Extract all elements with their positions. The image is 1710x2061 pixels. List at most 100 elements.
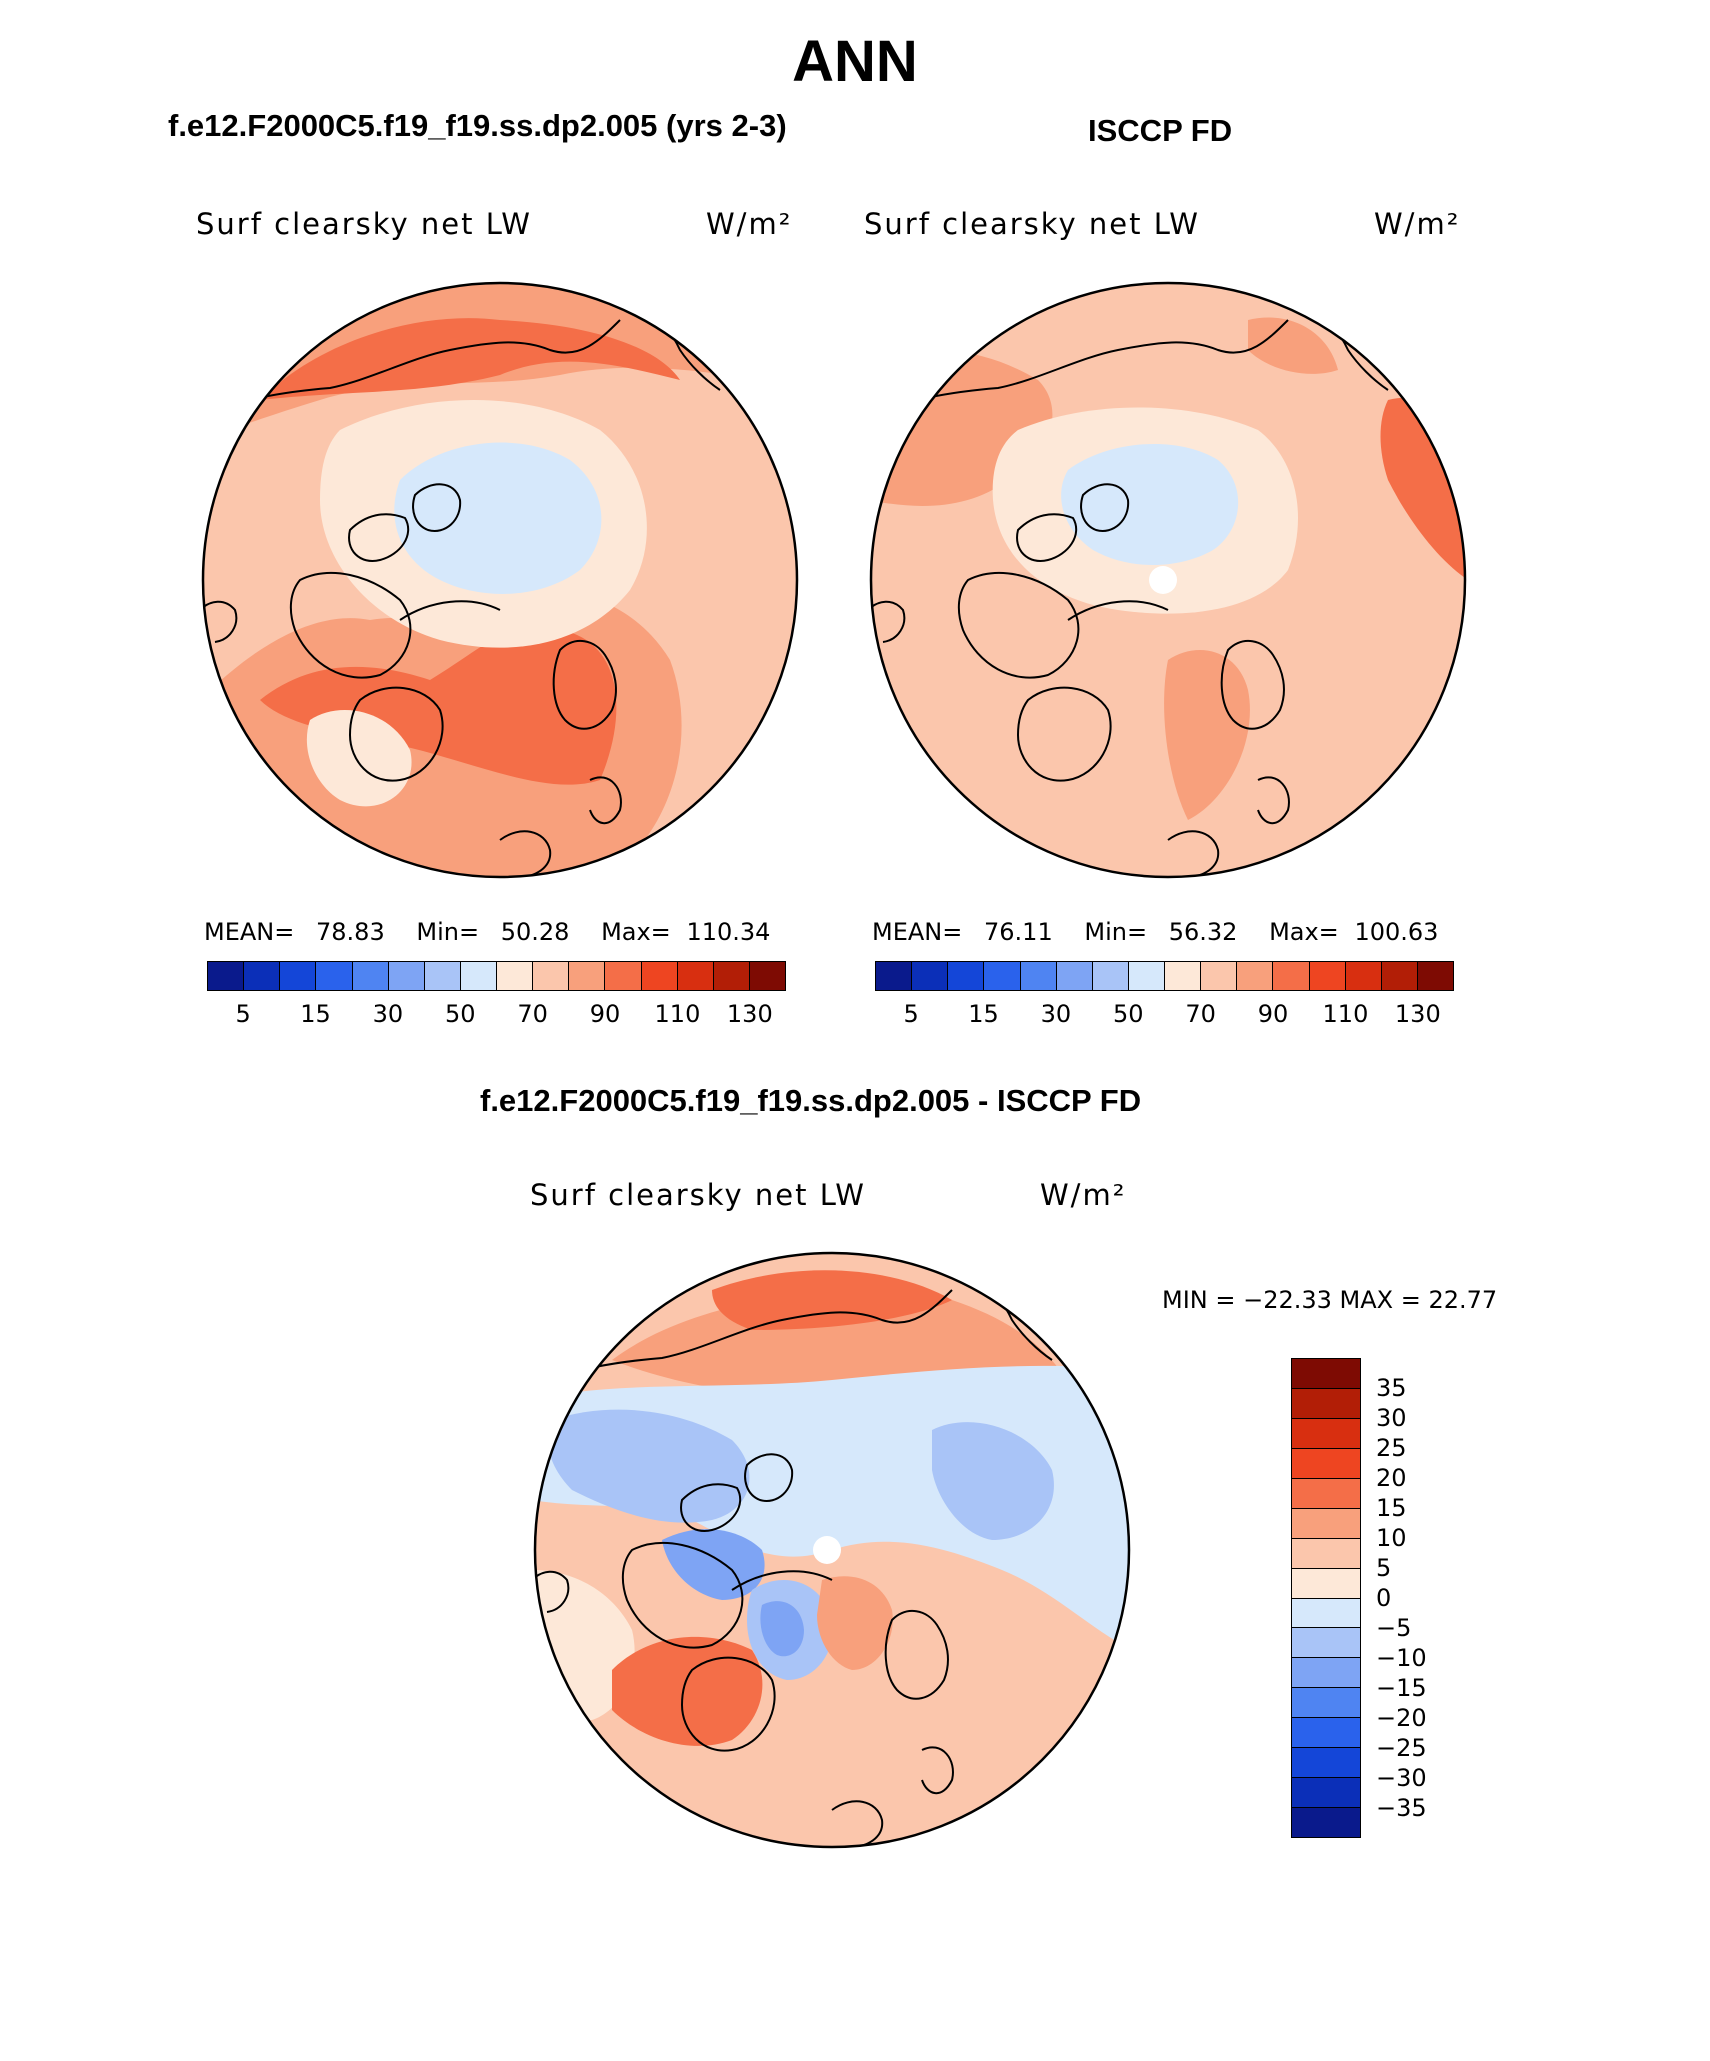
panel-2-max-value: 100.63 [1354, 918, 1439, 946]
panel-1-colorbar-cell [749, 962, 785, 990]
panel-1-colorbar-cell [605, 962, 642, 990]
diff-colorbar-cell [1292, 1538, 1360, 1569]
diff-colorbar-tick-label: 20 [1376, 1464, 1407, 1492]
panel-1-colorbar-cell [208, 962, 245, 990]
panel-1-colorbar-cell [280, 962, 317, 990]
panel-1-title: f.e12.F2000C5.f19_f19.ss.dp2.005 (yrs 2-… [168, 108, 787, 143]
diff-colorbar-tick-label: 30 [1376, 1404, 1407, 1432]
panel-1-colorbar-cell [569, 962, 606, 990]
diff-colorbar-cell [1292, 1688, 1360, 1719]
panel-1-colorbar-cell [316, 962, 353, 990]
panel-1-colorbar-cell [497, 962, 534, 990]
panel-2-colorbar-cell [1381, 962, 1418, 990]
panel-2-colorbar-cell [1020, 962, 1057, 990]
panel-2-colorbar-tick-label: 50 [1113, 1000, 1144, 1028]
diff-variable-label: Surf clearsky net LW [530, 1178, 866, 1212]
diff-colorbar-cell [1292, 1748, 1360, 1779]
panel-1-colorbar-tick-label: 110 [654, 1000, 701, 1028]
panel-1-mean-label: MEAN= [204, 918, 295, 946]
diff-colorbar-cell [1292, 1568, 1360, 1599]
panel-1-variable-label: Surf clearsky net LW [196, 207, 532, 241]
panel-2-colorbar-cell [948, 962, 985, 990]
panel-1-colorbar-tick-label: 130 [726, 1000, 773, 1028]
panel-1-stats: MEAN= 78.83 Min= 50.28 Max= 110.34 [204, 918, 770, 946]
panel-1-colorbar [207, 961, 786, 991]
diff-units-label: W/m² [1040, 1178, 1127, 1212]
panel-2-colorbar-tick-label: 70 [1185, 1000, 1216, 1028]
panel-1-max-label: Max= [601, 918, 671, 946]
panel-1-colorbar-cell [713, 962, 750, 990]
panel-1-colorbar-cell [244, 962, 281, 990]
panel-2-colorbar-cell [984, 962, 1021, 990]
panel-1-colorbar-tick-label: 50 [445, 1000, 476, 1028]
diff-colorbar-cell [1292, 1598, 1360, 1629]
panel-2-max-label: Max= [1269, 918, 1339, 946]
panel-2-map [868, 280, 1468, 880]
diff-colorbar-cell [1292, 1808, 1360, 1837]
diff-colorbar-tick-label: 5 [1376, 1554, 1392, 1582]
panel-1-max-value: 110.34 [686, 918, 771, 946]
diff-colorbar-tick-label: 0 [1376, 1584, 1392, 1612]
panel-1-colorbar-cell [533, 962, 570, 990]
panel-2-variable-label: Surf clearsky net LW [864, 207, 1200, 241]
panel-1-map [200, 280, 800, 880]
diff-colorbar-cell [1292, 1388, 1360, 1419]
panel-1-colorbar-cell [352, 962, 389, 990]
panel-2-colorbar-cell [1345, 962, 1382, 990]
panel-1-min-value: 50.28 [500, 918, 570, 946]
diff-colorbar-ticks: 35 30 25 20 15 10 5 0 −5 −10 −15 −20 −25 −30 −35 [1376, 1358, 1456, 1838]
panel-2-colorbar-cell [1417, 962, 1453, 990]
figure-title: ANN [792, 29, 918, 94]
diff-colorbar-tick-label: −35 [1376, 1794, 1427, 1822]
diff-colorbar-tick-label: −30 [1376, 1764, 1427, 1792]
diff-panel-title: f.e12.F2000C5.f19_f19.ss.dp2.005 - ISCCP… [480, 1083, 1142, 1118]
diff-colorbar-tick-label: 15 [1376, 1494, 1407, 1522]
panel-2-colorbar-cell [1273, 962, 1310, 990]
diff-min-max-stats: MIN = −22.33 MAX = 22.77 [1162, 1286, 1498, 1314]
panel-1-colorbar-tick-label: 30 [372, 1000, 404, 1028]
diff-colorbar-tick-label: 25 [1376, 1434, 1407, 1462]
diff-colorbar-cell [1292, 1628, 1360, 1659]
panel-1-colorbar-cell [388, 962, 425, 990]
panel-1-min-label: Min= [416, 918, 480, 946]
diff-colorbar-tick-label: 10 [1376, 1524, 1407, 1552]
panel-2-colorbar-tick-label: 5 [903, 1000, 919, 1028]
panel-2-mean-label: MEAN= [872, 918, 963, 946]
panel-1-mean-value: 78.83 [316, 918, 385, 946]
panel-1-colorbar-tick-label: 90 [589, 1000, 621, 1028]
panel-1-colorbar-cell [641, 962, 678, 990]
diff-colorbar-tick-label: 35 [1376, 1374, 1407, 1402]
diff-colorbar-cell [1292, 1718, 1360, 1749]
panel-2-mean-value: 76.11 [984, 918, 1053, 946]
panel-2-colorbar-cell [1201, 962, 1238, 990]
diff-colorbar-tick-label: −10 [1376, 1644, 1427, 1672]
panel-2-colorbar [875, 961, 1454, 991]
diff-colorbar-tick-label: −20 [1376, 1704, 1427, 1732]
panel-2-colorbar-tick-label: 130 [1394, 1000, 1441, 1028]
panel-2-colorbar-cell [1092, 962, 1129, 990]
diff-colorbar [1291, 1358, 1361, 1838]
panel-2-colorbar-cell [876, 962, 913, 990]
panel-2-colorbar-tick-label: 30 [1040, 1000, 1072, 1028]
panel-1-colorbar-cell [677, 962, 714, 990]
panel-2-stats: MEAN= 76.11 Min= 56.32 Max= 100.63 [872, 918, 1438, 946]
diff-colorbar-cell [1292, 1448, 1360, 1479]
panel-2-colorbar-cell [1237, 962, 1274, 990]
panel-2-colorbar-cell [1128, 962, 1165, 990]
diff-colorbar-cell [1292, 1478, 1360, 1509]
panel-2-colorbar-cell [1056, 962, 1093, 990]
panel-1-colorbar-tick-label: 15 [300, 1000, 331, 1028]
diff-colorbar-cell [1292, 1418, 1360, 1449]
panel-2-colorbar-cell [912, 962, 949, 990]
panel-2-colorbar-cell [1309, 962, 1346, 990]
diff-colorbar-tick-label: −15 [1376, 1674, 1427, 1702]
panel-1-colorbar-cell [424, 962, 461, 990]
panel-2-colorbar-tick-label: 110 [1322, 1000, 1369, 1028]
panel-2-units-label: W/m² [1374, 207, 1461, 241]
panel-1-colorbar-tick-label: 70 [517, 1000, 548, 1028]
panel-2-min-value: 56.32 [1168, 918, 1238, 946]
panel-2-colorbar-cell [1165, 962, 1202, 990]
panel-2-colorbar-ticks: 5 15 30 50 70 90 110 130 [875, 1000, 1454, 1030]
diff-map [532, 1250, 1132, 1850]
diff-colorbar-cell [1292, 1658, 1360, 1689]
